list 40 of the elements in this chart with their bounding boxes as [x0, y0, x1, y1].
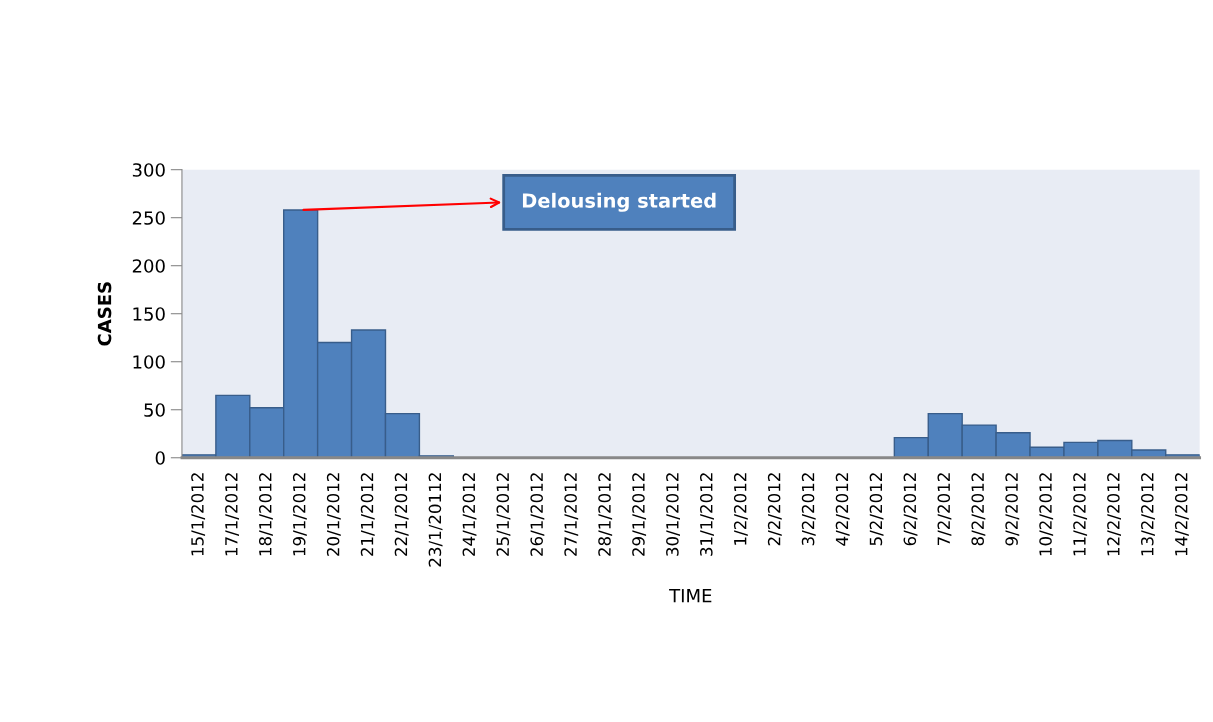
- x-tick-label: 1/2/2012: [733, 473, 748, 545]
- x-tick-label: 29/1/2012: [632, 473, 647, 556]
- x-tick-label: 23/1/20112: [428, 473, 443, 567]
- y-tick-label: 100: [133, 355, 165, 369]
- x-tick-label: 24/1/2012: [462, 473, 477, 556]
- x-tick-label: 26/1/2012: [530, 473, 545, 556]
- x-tick-label: 28/1/2012: [598, 473, 613, 556]
- x-tick-label: 5/2/2012: [869, 473, 884, 546]
- x-tick-label: 13/2/2012: [1141, 473, 1155, 556]
- x-tick-label: 7/2/2012: [937, 473, 952, 546]
- x-tick-label: 22/1/2012: [394, 473, 409, 556]
- y-tick-label: 200: [132, 259, 165, 273]
- y-axis-title: CASES: [97, 282, 112, 346]
- x-tick-label: 18/1/2012: [258, 473, 273, 556]
- x-tick-label: 15/1/2012: [191, 473, 206, 556]
- x-tick-label: 27/1/2012: [564, 473, 579, 556]
- x-tick-label: 8/2/2012: [971, 473, 986, 546]
- x-tick-label: 20/1/2012: [326, 473, 341, 556]
- y-tick-label: 300: [132, 163, 165, 177]
- x-tick-label: 30/1/2012: [666, 473, 680, 556]
- x-tick-label: 19/1/2012: [292, 473, 307, 556]
- x-tick-label: 31/1/2012: [699, 473, 714, 556]
- x-tick-label: 10/2/2012: [1039, 473, 1054, 556]
- x-tick-label: 14/2/2012: [1174, 473, 1189, 556]
- x-tick-label: 25/1/2012: [496, 473, 511, 556]
- x-tick-label: 12/2/2012: [1107, 473, 1121, 556]
- annotation: Delousing started: [522, 192, 716, 212]
- x-axis-title: TIME: [669, 589, 712, 603]
- x-tick-label: 17/1/2012: [225, 473, 239, 556]
- y-tick-label: 0: [155, 451, 165, 465]
- y-tick-label: 50: [144, 403, 165, 417]
- x-tick-label: 9/2/2012: [1005, 473, 1020, 546]
- x-tick-label: 11/2/2012: [1073, 473, 1088, 556]
- x-tick-label: 21/1/2012: [360, 473, 375, 556]
- x-tick-label: 3/2/2012: [801, 473, 816, 546]
- x-tick-label: 6/2/2012: [903, 473, 918, 546]
- y-tick-label: 150: [133, 307, 165, 321]
- y-tick-label: 250: [132, 211, 165, 225]
- x-tick-label: 2/2/2012: [767, 473, 782, 546]
- x-tick-label: 4/2/2012: [835, 473, 850, 546]
